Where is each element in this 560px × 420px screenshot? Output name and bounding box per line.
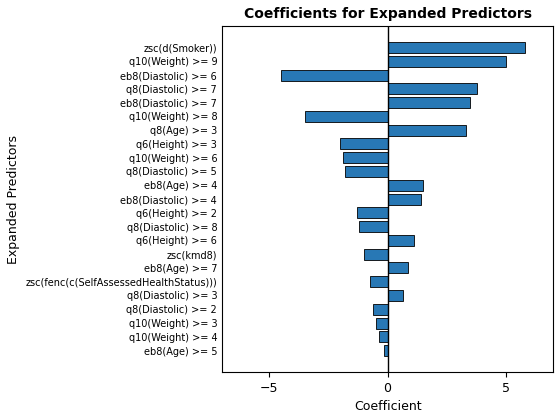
Bar: [343, 152, 388, 163]
Bar: [388, 235, 414, 246]
Bar: [345, 166, 388, 177]
Title: Coefficients for Expanded Predictors: Coefficients for Expanded Predictors: [244, 7, 531, 21]
Bar: [388, 290, 403, 301]
Bar: [379, 331, 388, 342]
Bar: [357, 207, 388, 218]
Bar: [364, 249, 388, 260]
Bar: [359, 221, 388, 232]
Bar: [388, 125, 465, 136]
Bar: [388, 56, 506, 67]
Bar: [388, 194, 421, 205]
Bar: [305, 111, 388, 122]
X-axis label: Coefficient: Coefficient: [354, 400, 421, 413]
Bar: [388, 97, 470, 108]
Bar: [376, 318, 388, 328]
Bar: [388, 83, 478, 95]
Bar: [340, 139, 388, 150]
Bar: [388, 262, 408, 273]
Bar: [384, 345, 388, 356]
Bar: [388, 42, 525, 53]
Bar: [370, 276, 388, 287]
Bar: [374, 304, 388, 315]
Bar: [388, 180, 423, 191]
Bar: [281, 70, 388, 81]
Y-axis label: Expanded Predictors: Expanded Predictors: [7, 134, 20, 263]
